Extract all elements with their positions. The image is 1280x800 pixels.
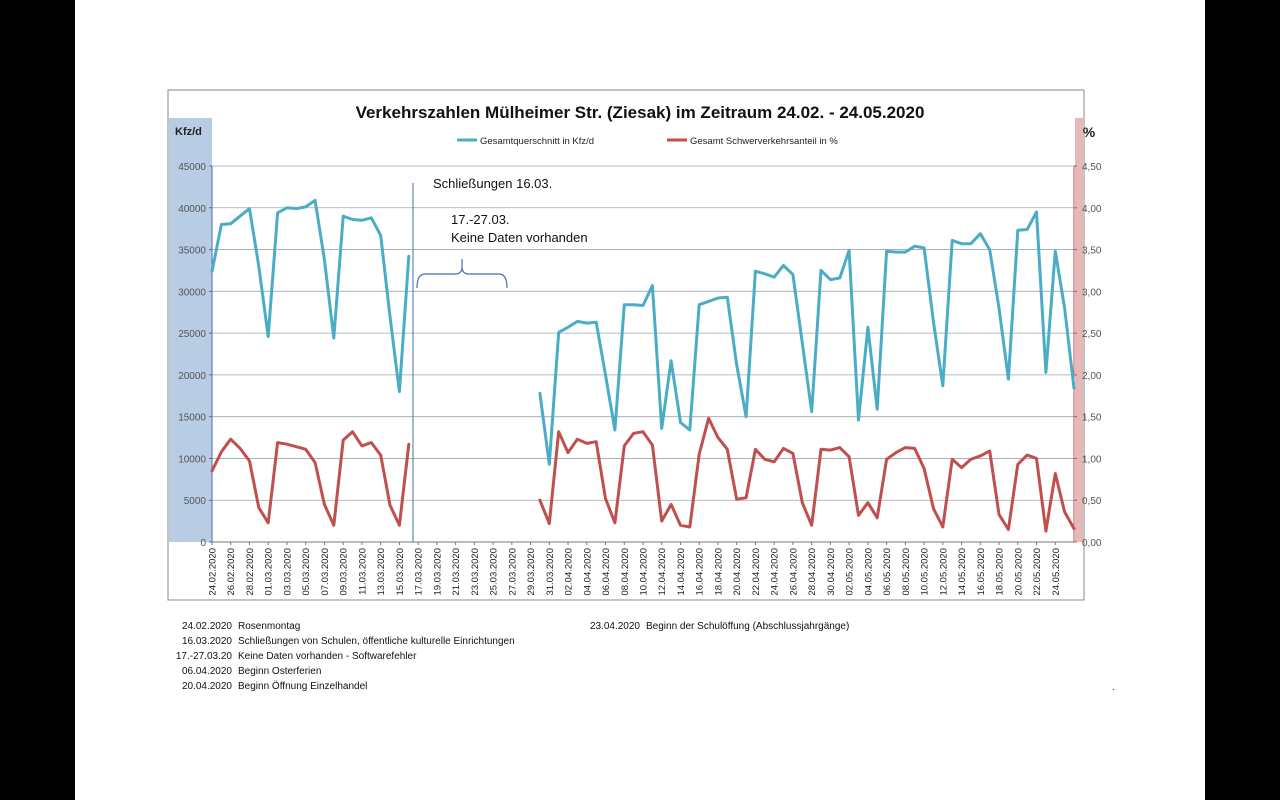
series-line-volume — [538, 210, 1076, 466]
annotation-gap-dates: 17.-27.03. — [451, 212, 510, 227]
x-tick-label: 26.04.2020 — [788, 548, 799, 596]
left-tick-label: 15000 — [178, 413, 206, 424]
chart-title: Verkehrszahlen Mülheimer Str. (Ziesak) i… — [356, 103, 925, 122]
right-tick-label: 0,50 — [1082, 496, 1102, 507]
x-tick-label: 02.04.2020 — [564, 548, 575, 596]
chart-frame — [167, 89, 1085, 601]
left-axis-band — [169, 118, 212, 542]
x-tick-label: 30.04.2020 — [826, 548, 837, 596]
x-tick-label: 08.04.2020 — [620, 548, 631, 596]
x-tick-label: 06.04.2020 — [601, 548, 612, 596]
x-tick-label: 16.05.2020 — [976, 548, 987, 596]
x-tick-label: 24.02.2020 — [208, 548, 219, 596]
x-tick-label: 02.05.2020 — [845, 548, 856, 596]
x-tick-label: 20.05.2020 — [1013, 548, 1024, 596]
left-tick-label: 10000 — [178, 454, 206, 465]
x-tick-label: 14.04.2020 — [676, 548, 687, 596]
series-line-volume — [210, 198, 411, 394]
slide: Verkehrszahlen Mülheimer Str. (Ziesak) i… — [75, 0, 1205, 800]
legend: Gesamtquerschnitt in Kfz/d Gesamt Schwer… — [457, 136, 838, 147]
series-line-heavy-share — [538, 416, 1076, 533]
annotation-closure: Schließungen 16.03. — [433, 176, 552, 191]
x-tick-label: 04.04.2020 — [582, 548, 593, 596]
x-tick-label: 12.05.2020 — [938, 548, 949, 596]
right-axis-ticks: 0,00 0,50 1,00 1,50 2,00 2,50 3,00 3,50 4,00 4,50 — [1073, 162, 1102, 549]
right-tick-label: 4,00 — [1082, 204, 1102, 215]
x-tick-label: 22.04.2020 — [751, 548, 762, 596]
x-tick-label: 27.03.2020 — [507, 548, 518, 596]
right-tick-label: 3,00 — [1082, 287, 1102, 298]
series-line-heavy-share — [210, 430, 411, 527]
left-tick-label: 25000 — [178, 329, 206, 340]
series-group — [210, 198, 1076, 533]
x-axis-ticks: 24.02.2020 26.02.2020 28.02.2020 01.03.2020… — [208, 542, 1062, 596]
x-tick-label: 28.02.2020 — [245, 548, 256, 596]
annotation-gap-text: Keine Daten vorhanden — [451, 230, 588, 245]
x-tick-label: 04.05.2020 — [863, 548, 874, 596]
x-tick-label: 25.03.2020 — [489, 548, 500, 596]
x-tick-label: 29.03.2020 — [526, 548, 537, 596]
x-tick-label: 23.03.2020 — [470, 548, 481, 596]
left-tick-label: 20000 — [178, 371, 206, 382]
x-tick-label: 26.02.2020 — [226, 548, 237, 596]
right-tick-label: 0,00 — [1082, 538, 1102, 549]
right-tick-label: 2,00 — [1082, 371, 1102, 382]
x-tick-label: 31.03.2020 — [545, 548, 556, 596]
right-tick-label: 3,50 — [1082, 246, 1102, 257]
x-tick-label: 17.03.2020 — [414, 548, 425, 596]
x-tick-label: 10.05.2020 — [920, 548, 931, 596]
x-tick-label: 24.04.2020 — [770, 548, 781, 596]
left-tick-label: 35000 — [178, 246, 206, 257]
x-tick-label: 05.03.2020 — [301, 548, 312, 596]
left-axis-ticks: 0 5000 10000 15000 20000 25000 30000 35000 40000… — [178, 162, 213, 549]
left-tick-label: 45000 — [178, 162, 206, 173]
x-tick-label: 10.04.2020 — [639, 548, 650, 596]
x-tick-label: 12.04.2020 — [657, 548, 668, 596]
right-tick-label: 2,50 — [1082, 329, 1102, 340]
x-tick-label: 24.05.2020 — [1051, 548, 1062, 596]
x-tick-label: 08.05.2020 — [901, 548, 912, 596]
right-axis-unit: % — [1083, 124, 1096, 140]
x-tick-label: 01.03.2020 — [264, 548, 275, 596]
right-tick-label: 1,00 — [1082, 454, 1102, 465]
x-tick-label: 19.03.2020 — [432, 548, 443, 596]
x-tick-label: 22.05.2020 — [1032, 548, 1043, 596]
x-tick-label: 20.04.2020 — [732, 548, 743, 596]
x-tick-label: 28.04.2020 — [807, 548, 818, 596]
chart: Verkehrszahlen Mülheimer Str. (Ziesak) i… — [167, 89, 1102, 601]
x-tick-label: 18.05.2020 — [995, 548, 1006, 596]
x-tick-label: 21.03.2020 — [451, 548, 462, 596]
gap-brace — [416, 259, 508, 289]
x-tick-label: 16.04.2020 — [695, 548, 706, 596]
right-axis-band — [1075, 118, 1083, 542]
left-tick-label: 40000 — [178, 204, 206, 215]
left-axis-unit: Kfz/d — [175, 126, 202, 138]
left-tick-label: 5000 — [184, 496, 207, 507]
x-tick-label: 06.05.2020 — [882, 548, 893, 596]
legend-label-heavy-share: Gesamt Schwerverkehrsanteil in % — [690, 136, 838, 147]
x-tick-label: 11.03.2020 — [357, 548, 368, 595]
x-tick-label: 15.03.2020 — [395, 548, 406, 596]
x-tick-label: 18.04.2020 — [713, 548, 724, 596]
right-tick-label: 4,50 — [1082, 162, 1102, 173]
x-tick-label: 13.03.2020 — [376, 548, 387, 596]
left-tick-label: 30000 — [178, 287, 206, 298]
x-tick-label: 14.05.2020 — [957, 548, 968, 596]
x-tick-label: 09.03.2020 — [339, 548, 350, 596]
right-tick-label: 1,50 — [1082, 413, 1102, 424]
x-tick-label: 07.03.2020 — [320, 548, 331, 596]
legend-label-volume: Gesamtquerschnitt in Kfz/d — [480, 136, 594, 147]
left-tick-label: 0 — [200, 538, 206, 549]
x-tick-label: 03.03.2020 — [282, 548, 293, 596]
